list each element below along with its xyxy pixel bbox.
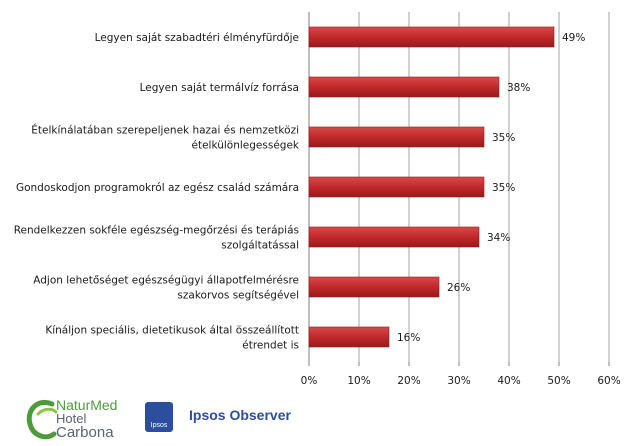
bar-value-label: 16%: [397, 332, 420, 344]
bar: [308, 176, 485, 198]
category-label-line: szolgáltatással: [221, 240, 299, 252]
bar-value-label: 35%: [492, 132, 515, 144]
category-label-line: szakorvos segítségével: [177, 290, 299, 302]
category-label: Kínáljon speciális, dietetikusok által ö…: [45, 325, 299, 352]
ipsos-box-icon: Ipsos: [145, 402, 173, 432]
bars: 49% 38% 35% 35% 34% 26% 16%: [308, 26, 585, 348]
x-tick-label: 10%: [347, 375, 370, 387]
x-tick-label: 20%: [397, 375, 420, 387]
category-label: Ételkínálatában szerepeljenek hazai és n…: [31, 124, 300, 152]
bar-value-label: 35%: [492, 182, 515, 194]
category-label-line: Adjon lehetőséget egészségügyi állapotfe…: [33, 275, 299, 287]
naturmed-word-2: Hotel: [56, 411, 87, 426]
bar: [308, 26, 555, 48]
x-tick-label: 40%: [497, 375, 520, 387]
bar: [308, 326, 390, 348]
category-label: Rendelkezzen sokféle egészség-megőrzési …: [14, 225, 299, 252]
naturmed-leaf-icon: [26, 400, 58, 440]
bar-chart: 49% 38% 35% 35% 34% 26% 16% Legyen saját szaba…: [14, 12, 621, 387]
bar-value-label: 26%: [447, 282, 470, 294]
x-tick-label: 30%: [447, 375, 470, 387]
category-label: Legyen saját termálvíz forrása: [140, 82, 299, 94]
category-label-line: Ételkínálatában szerepeljenek hazai és n…: [31, 124, 299, 137]
bar: [308, 126, 485, 148]
naturmed-logo: NaturMed Hotel Carbona: [24, 396, 134, 442]
naturmed-word-3: Carbona: [56, 424, 114, 441]
category-label-line: étrendet is: [242, 340, 299, 352]
footer-logos: NaturMed Hotel Carbona Ipsos Ipsos Obser…: [0, 392, 634, 446]
x-tick-label: 60%: [597, 375, 620, 387]
category-label-line: Rendelkezzen sokféle egészség-megőrzési …: [14, 225, 299, 237]
category-labels: Legyen saját szabadtéri élményfürdője Leg…: [14, 32, 300, 352]
bar: [308, 276, 440, 298]
category-label: Gondoskodjon programokról az egész csalá…: [16, 182, 299, 194]
category-label: Legyen saját szabadtéri élményfürdője: [95, 32, 299, 44]
bar-value-label: 34%: [487, 232, 510, 244]
category-label-line: Kínáljon speciális, dietetikusok által ö…: [45, 325, 299, 337]
ipsos-logo: Ipsos Ipsos Observer: [145, 402, 295, 436]
bar-value-label: 38%: [507, 82, 530, 94]
category-label-line: ételkülönlegességek: [192, 140, 300, 152]
bar: [308, 76, 500, 98]
bar-value-label: 49%: [562, 32, 585, 44]
category-label: Adjon lehetőséget egészségügyi állapotfe…: [33, 275, 299, 302]
category-label-line: Gondoskodjon programokról az egész csalá…: [16, 182, 299, 194]
category-label-line: Legyen saját termálvíz forrása: [140, 82, 299, 94]
naturmed-word-1: NaturMed: [56, 397, 118, 413]
bar: [308, 226, 480, 248]
x-tick-label: 0%: [301, 375, 318, 387]
x-axis-ticks: 0% 10% 20% 30% 40% 50% 60%: [301, 375, 621, 387]
x-tick-label: 50%: [547, 375, 570, 387]
ipsos-box-text: Ipsos: [150, 422, 168, 429]
category-label-line: Legyen saját szabadtéri élményfürdője: [95, 32, 299, 44]
ipsos-name: Ipsos Observer: [189, 407, 291, 423]
